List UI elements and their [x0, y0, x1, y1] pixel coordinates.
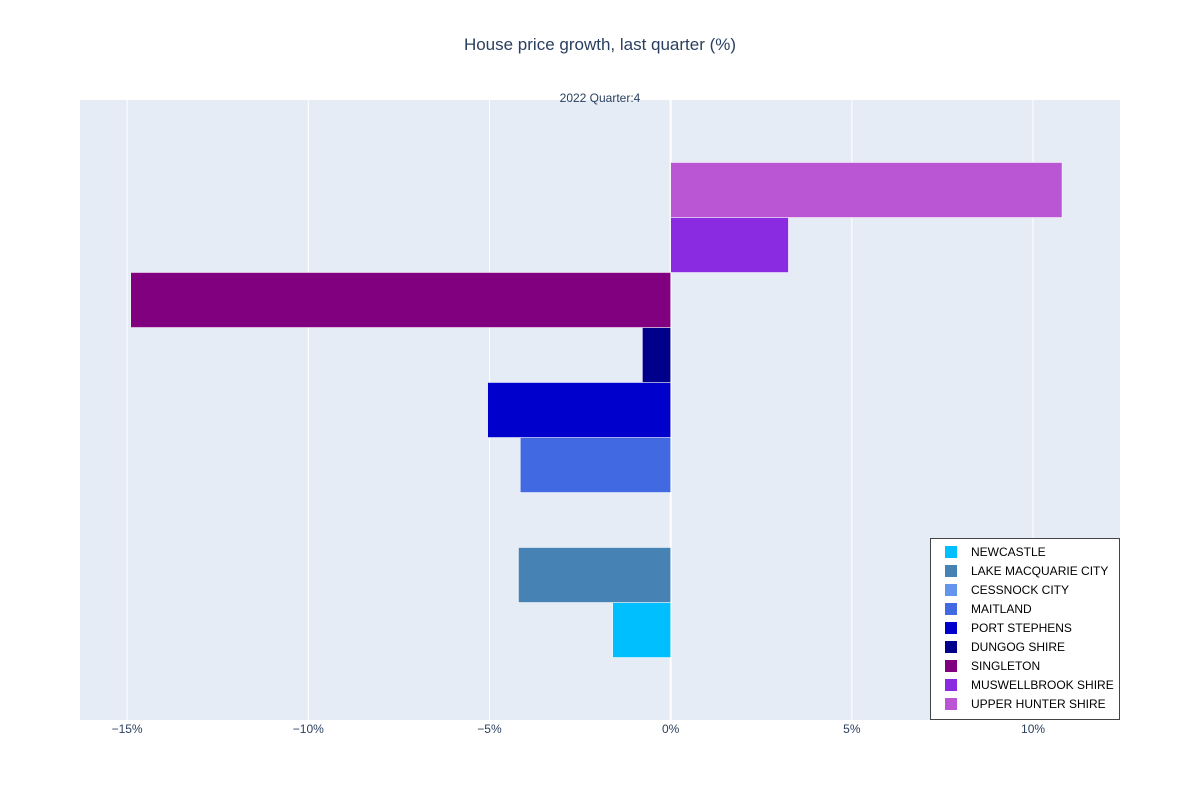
legend-label: PORT STEPHENS: [971, 621, 1072, 635]
bar-dungog-shire[interactable]: [642, 327, 671, 383]
period-annotation: 2022 Quarter:4: [560, 91, 641, 105]
legend-label: MUSWELLBROOK SHIRE: [971, 678, 1114, 692]
chart-title: House price growth, last quarter (%): [464, 35, 736, 54]
bar-singleton[interactable]: [130, 272, 671, 328]
x-axis-ticks: −15% −10% −5% 0% 5% 10%: [112, 722, 1046, 736]
bar-lake-macquarie-city[interactable]: [518, 547, 671, 603]
x-tick-label: 0%: [662, 722, 680, 736]
legend-swatch: [945, 584, 957, 596]
legend-label: CESSNOCK CITY: [971, 583, 1069, 597]
x-tick-label: 10%: [1021, 722, 1045, 736]
legend-label: MAITLAND: [971, 602, 1032, 616]
legend[interactable]: NEWCASTLE LAKE MACQUARIE CITY CESSNOCK CIT…: [930, 538, 1120, 720]
legend-swatch: [945, 603, 957, 615]
legend-item[interactable]: MAITLAND: [945, 602, 1032, 616]
bar-newcastle[interactable]: [612, 602, 671, 658]
x-tick-label: −5%: [477, 722, 502, 736]
legend-label: UPPER HUNTER SHIRE: [971, 697, 1106, 711]
legend-box: [930, 538, 1120, 720]
legend-swatch: [945, 660, 957, 672]
legend-item[interactable]: CESSNOCK CITY: [945, 583, 1069, 597]
legend-swatch: [945, 622, 957, 634]
legend-swatch: [945, 679, 957, 691]
legend-swatch: [945, 546, 957, 558]
legend-swatch: [945, 641, 957, 653]
legend-item[interactable]: NEWCASTLE: [945, 545, 1046, 559]
legend-item[interactable]: PORT STEPHENS: [945, 621, 1072, 635]
legend-label: LAKE MACQUARIE CITY: [971, 564, 1108, 578]
x-tick-label: −15%: [112, 722, 143, 736]
bar-upper-hunter-shire[interactable]: [670, 162, 1063, 218]
legend-item[interactable]: UPPER HUNTER SHIRE: [945, 697, 1106, 711]
bar-maitland[interactable]: [520, 437, 671, 493]
x-tick-label: 5%: [843, 722, 861, 736]
legend-swatch: [945, 698, 957, 710]
legend-item[interactable]: DUNGOG SHIRE: [945, 640, 1065, 654]
legend-item[interactable]: SINGLETON: [945, 659, 1040, 673]
legend-item[interactable]: MUSWELLBROOK SHIRE: [945, 678, 1114, 692]
legend-swatch: [945, 565, 957, 577]
bar-muswellbrook-shire[interactable]: [670, 217, 789, 273]
x-tick-label: −10%: [293, 722, 324, 736]
legend-label: DUNGOG SHIRE: [971, 640, 1065, 654]
bar-port-stephens[interactable]: [487, 382, 671, 438]
legend-label: SINGLETON: [971, 659, 1040, 673]
bars: [130, 162, 1063, 658]
legend-item[interactable]: LAKE MACQUARIE CITY: [945, 564, 1108, 578]
legend-label: NEWCASTLE: [971, 545, 1046, 559]
